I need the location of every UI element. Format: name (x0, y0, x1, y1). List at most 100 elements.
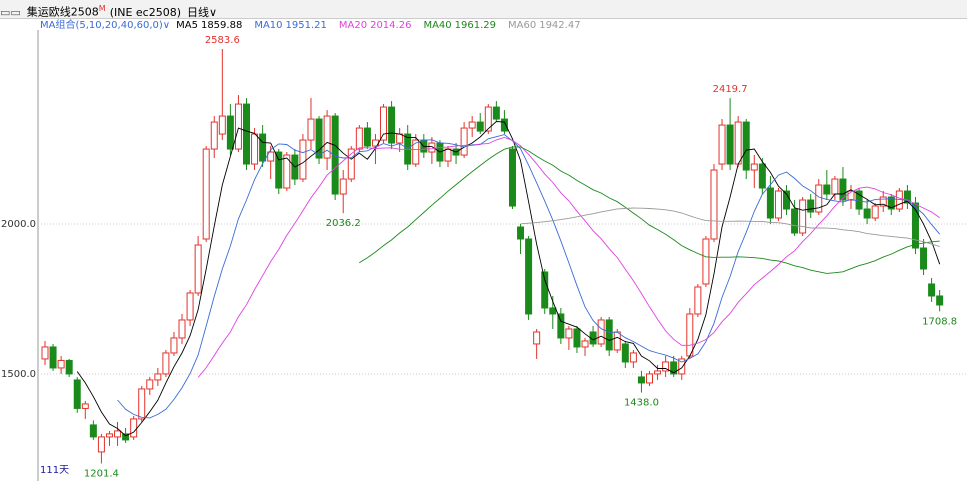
ma-value: 1859.88 (200, 20, 243, 31)
extreme-label: 2583.6 (205, 35, 240, 46)
candle-body (170, 337, 178, 354)
candle-body (686, 313, 694, 357)
period-selector[interactable]: 日线∨ (187, 5, 218, 19)
candle-body (726, 124, 734, 165)
candle-body (460, 127, 468, 156)
candle-body (41, 346, 49, 360)
candle-body (331, 115, 339, 195)
ma-group-selector[interactable]: MA组合(5,10,20,40,60,0)∨ (40, 20, 171, 31)
ma-name: MA60 (508, 20, 537, 31)
ma-value: 1961.29 (454, 20, 496, 31)
candle-body (742, 121, 750, 171)
candle-body (210, 121, 218, 150)
candle-body (412, 139, 420, 165)
candle-body (299, 139, 307, 180)
candle-body (122, 433, 130, 441)
candle-body (243, 103, 250, 165)
candle-body (444, 148, 452, 162)
menu-icon[interactable]: ▭▭ (0, 5, 21, 19)
candle-body (476, 121, 484, 132)
header-bar: ▭▭ 集运欧线2508M (INE ec2508) 日线∨ (0, 0, 967, 19)
candle-body (718, 124, 726, 165)
extreme-label: 1708.8 (922, 316, 957, 327)
ma-legend-item: MA20 2014.26 (339, 20, 418, 31)
badge: M (98, 4, 106, 13)
candle-body (162, 352, 170, 375)
candle-body (154, 373, 162, 381)
candle-body (114, 430, 122, 438)
candle-body (49, 346, 57, 369)
candle-body (57, 359, 65, 369)
contract-code: (INE ec2508) (109, 5, 182, 19)
candle-body (750, 163, 758, 171)
candle-body (178, 319, 186, 339)
candle-body (492, 106, 500, 120)
candle-body (194, 244, 202, 294)
ma-name: MA40 (423, 20, 452, 31)
candle-body (525, 238, 533, 315)
candle-body (807, 199, 815, 213)
ma-legend-item: MA60 1942.47 (508, 20, 587, 31)
candle-body (903, 190, 911, 204)
candle-body (855, 190, 863, 210)
candle-body (920, 247, 928, 270)
candle-body (97, 436, 105, 453)
candle-body (275, 151, 283, 189)
candle-body (380, 106, 388, 141)
candle-body (355, 127, 363, 150)
candle-body (766, 187, 774, 219)
candle-body (202, 148, 210, 240)
candle-body (654, 370, 662, 375)
ma-legend-item: MA10 1951.21 (254, 20, 333, 31)
candle-body (500, 118, 508, 132)
y-tick-label: 2000.0 (1, 219, 36, 230)
candle-body (758, 163, 766, 189)
candle-body (879, 196, 887, 207)
extreme-label: 1201.4 (84, 468, 119, 479)
ma-line (197, 137, 940, 378)
candle-body (871, 205, 879, 219)
candle-body (581, 340, 589, 348)
candle-body (226, 115, 234, 150)
candle-body (315, 118, 323, 159)
candle-body (186, 292, 194, 321)
candle-body (670, 361, 678, 375)
candle-body (259, 133, 267, 162)
candle-body (65, 359, 73, 375)
candle-body (283, 154, 291, 189)
candle-body (251, 133, 259, 165)
y-tick-label: 1500.0 (1, 369, 36, 380)
candle-body (347, 148, 355, 180)
ma-legend: MA组合(5,10,20,40,60,0)∨ MA5 1859.88 MA10 1951… (40, 19, 593, 33)
ma-legend-item: MA5 1859.88 (176, 20, 248, 31)
candle-body (774, 190, 782, 219)
candle-body (911, 202, 919, 249)
candle-body (81, 403, 89, 409)
candle-body (694, 286, 702, 315)
extreme-label: 2036.2 (326, 218, 361, 229)
candle-body (646, 373, 653, 384)
candle-body (637, 376, 645, 384)
candle-body (73, 379, 81, 409)
candle-body (105, 433, 113, 438)
ma-name: MA20 (338, 20, 368, 31)
candle-body (130, 418, 138, 438)
candle-body (218, 115, 226, 135)
candle-body (468, 121, 476, 129)
candle-body (363, 127, 371, 147)
ma-line (520, 207, 940, 248)
contract-title: 集运欧线2508 (26, 5, 99, 19)
ma-value: 1942.47 (539, 20, 581, 31)
extreme-label: 2419.7 (713, 84, 748, 95)
candle-body (629, 352, 637, 363)
candle-body (307, 118, 315, 141)
candle-body (549, 307, 557, 315)
candle-body (936, 295, 944, 306)
candle-body (508, 148, 516, 207)
candle-body (428, 142, 436, 153)
candle-body (484, 106, 492, 132)
candle-body (928, 283, 936, 297)
candle-body (605, 319, 613, 351)
